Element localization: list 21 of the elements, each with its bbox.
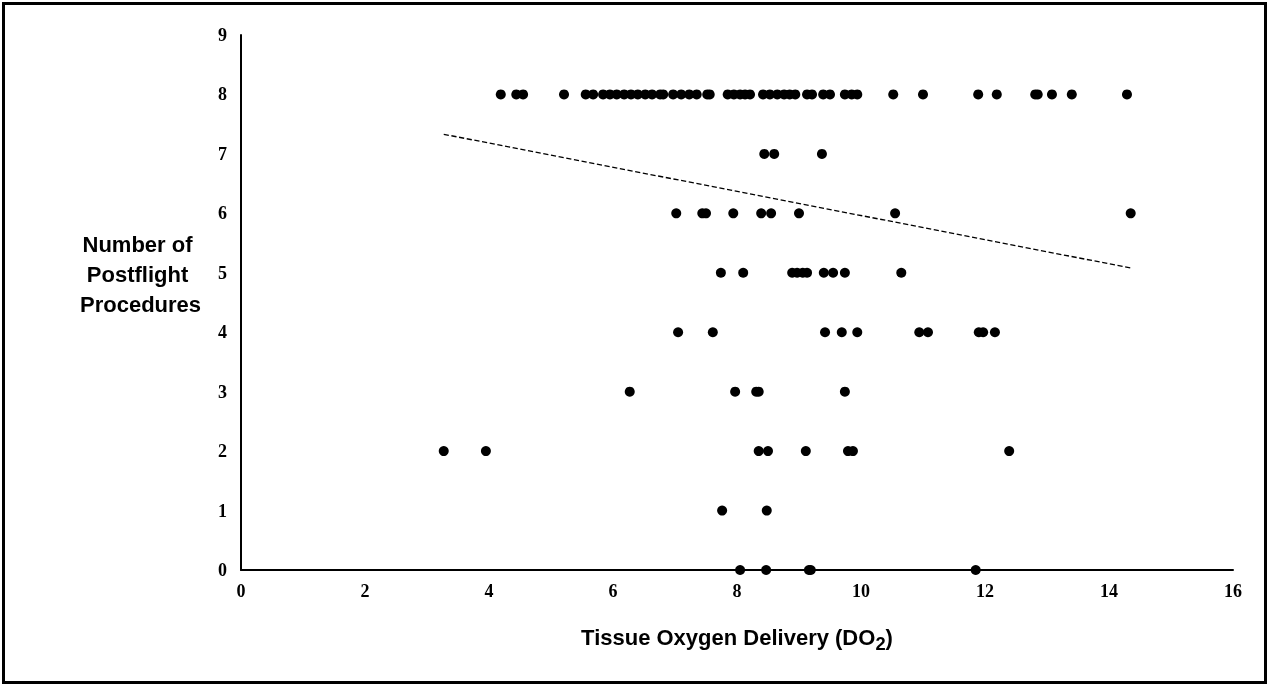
y-tick-label: 4 [218,322,227,343]
x-tick-label: 14 [1100,581,1118,601]
x-tick-label: 10 [852,581,870,601]
y-tick-label: 8 [218,84,227,105]
x-tick-label: 2 [360,581,370,601]
y-tick-label: 5 [218,262,227,283]
y-axis-title: Number of Postflight Procedures [80,231,202,319]
x-tick-label: 16 [1224,581,1242,601]
x-tick-label: 4 [484,581,494,601]
x-tick-label: 0 [236,581,246,601]
y-tick-label: 0 [218,560,227,580]
y-tick-label: 6 [218,203,227,224]
y-tick-label: 2 [218,441,227,462]
x-tick-label: 6 [608,581,618,601]
x-tick-label: 12 [976,581,994,601]
y-tick-label: 7 [218,143,227,164]
y-tick-label: 9 [218,25,227,45]
y-tick-label: 3 [218,381,227,402]
x-axis-title: Tissue Oxygen Delivery (DO$_{2}$) [580,625,894,656]
y-tick-label: 1 [218,500,227,521]
x-tick-label: 8 [732,581,742,601]
